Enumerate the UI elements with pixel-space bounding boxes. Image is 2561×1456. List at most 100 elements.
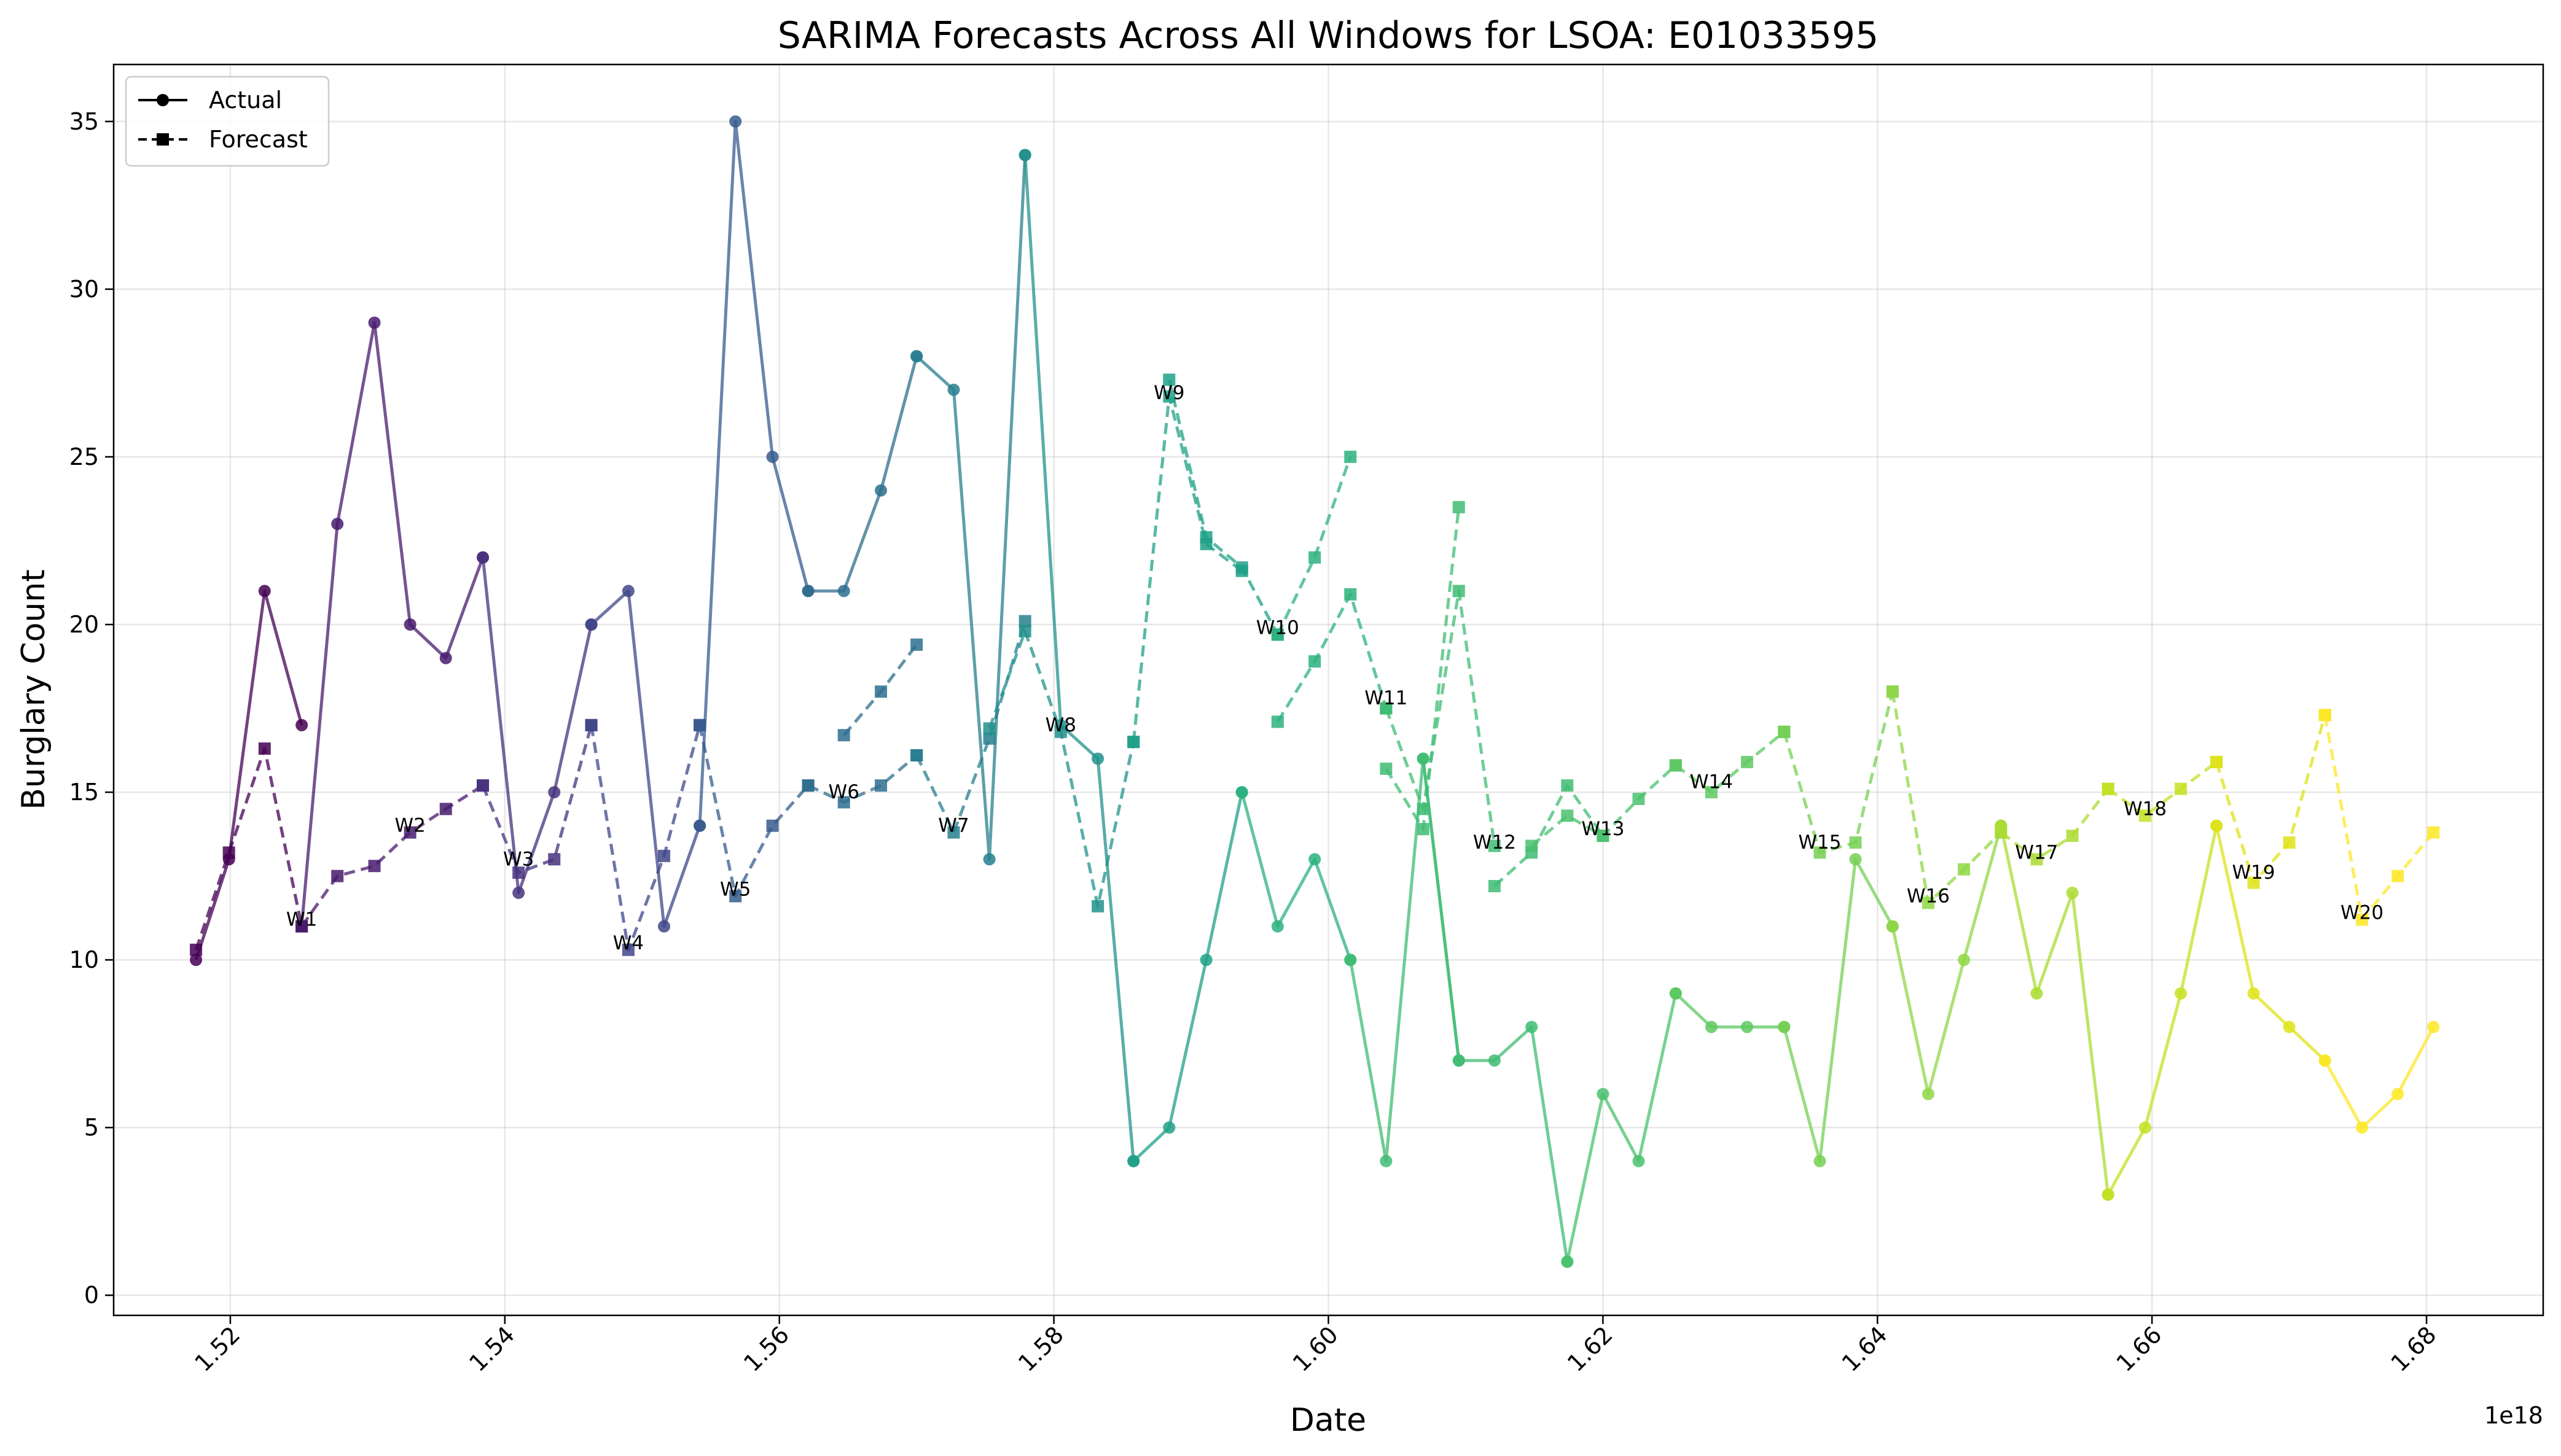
series-w9-window-label: W9	[1154, 382, 1184, 404]
series-w8-forecast-point	[983, 722, 996, 735]
series-w9-forecast-line	[1132, 395, 1243, 742]
series-w14-forecast-point	[1741, 755, 1754, 768]
series-w7-window-label: W7	[938, 815, 969, 837]
series-w19-forecast-point	[2210, 755, 2223, 768]
series-w9-actual-point	[1163, 1121, 1176, 1134]
series-w16-actual-point	[1922, 1088, 1934, 1100]
series-w6-forecast-alt-point	[837, 796, 850, 809]
series-w3-actual-point	[477, 551, 490, 564]
series-w8-forecast-point	[1019, 625, 1031, 637]
series-w5-actual-point	[694, 819, 706, 832]
series-w6-actual-line	[808, 356, 918, 593]
series-w15-forecast-line	[1782, 691, 1894, 854]
series-w4-actual-point	[658, 920, 671, 933]
series-w6-forecast-alt-point	[875, 779, 888, 792]
series-w10-forecast-point	[1344, 450, 1357, 463]
series-w11-forecast-alt-line	[1385, 589, 1496, 846]
series-w13-window-label: W13	[1581, 818, 1624, 840]
series-w1-actual-line	[194, 589, 303, 960]
series-w8-actual-point	[1092, 752, 1105, 765]
series-w7-actual-line	[915, 155, 1027, 861]
series-w13-forecast-point	[1597, 830, 1609, 843]
series-w4-forecast-line	[590, 725, 702, 952]
series-w2-forecast-line	[300, 784, 484, 927]
series-w3-actual-point	[512, 886, 525, 899]
series-w3-actual-point	[548, 786, 561, 799]
series-w18-forecast-line	[2107, 760, 2218, 817]
series-w7-actual-point	[910, 350, 923, 363]
series-w2-forecast-point	[331, 870, 344, 882]
series-w2-actual-point	[368, 316, 381, 329]
series-w16-forecast-point	[1958, 863, 1971, 876]
series-w10-forecast-alt-point	[1308, 655, 1321, 668]
series-w5-actual-point	[729, 115, 742, 128]
series-w15-actual-point	[1813, 1154, 1826, 1167]
series	[190, 115, 2440, 1268]
series-w8-forecast-point	[1054, 725, 1067, 738]
series-w4-forecast-point	[585, 718, 598, 731]
series-w5-forecast-point	[694, 718, 706, 731]
series-w6-actual-point	[837, 585, 850, 598]
y-tick-label: 5	[84, 1114, 99, 1141]
series-w11-forecast-alt-point	[1488, 839, 1501, 852]
series-w9-forecast-point	[1127, 736, 1140, 749]
series-w20-actual-point	[2318, 1054, 2331, 1067]
series-w6-forecast-alt-point	[802, 779, 815, 792]
series-w6-actual-point	[802, 585, 815, 598]
series-w20-forecast-point	[2318, 709, 2331, 722]
series-w6-forecast-point	[910, 638, 923, 651]
series-w18-actual-line	[2106, 825, 2218, 1196]
series-w20-forecast-point	[2356, 913, 2369, 926]
series-w17-forecast-point	[1995, 826, 2008, 839]
y-axis-label: Burglary Count	[15, 569, 52, 810]
series-w2-actual-point	[331, 518, 344, 531]
legend-forecast-label: Forecast	[209, 126, 308, 153]
series-w14-forecast-line	[1675, 730, 1785, 794]
series-w2-actual-point	[439, 652, 452, 664]
series-w12-forecast-point	[1488, 879, 1501, 892]
series-w9-forecast-alt-point	[1235, 561, 1248, 574]
series-w19-actual-line	[2215, 825, 2326, 1062]
series-w4-window-label: W4	[613, 932, 644, 954]
series-w6-forecast-alt-line	[807, 754, 918, 804]
y-tick-label: 20	[69, 611, 99, 638]
series-w6-forecast-point	[837, 729, 850, 742]
series-w9-forecast-point	[1163, 390, 1176, 403]
series-w11-forecast-point	[1417, 823, 1429, 836]
series-w12-actual-point	[1488, 1054, 1501, 1067]
series-w13-forecast-point	[1525, 839, 1538, 852]
series-w17-window-label: W17	[2015, 841, 2058, 863]
series-w4-forecast-point	[658, 849, 671, 862]
series-w15-actual-line	[1782, 857, 1894, 1163]
series-w13-actual-point	[1632, 1154, 1645, 1167]
series-w12-actual-point	[1452, 1054, 1465, 1067]
series-w11-forecast-point	[1452, 500, 1465, 513]
series-w2-actual-line	[300, 321, 485, 927]
series-w19-actual-point	[2210, 819, 2223, 832]
series-w13-actual-point	[1561, 1255, 1574, 1268]
series-w8-actual-point	[1019, 149, 1031, 162]
series-w15-forecast-point	[1849, 836, 1862, 849]
series-w16-forecast-line	[1891, 691, 2003, 905]
series-w9-forecast-alt-point	[1200, 531, 1213, 544]
series-w17-actual-point	[2066, 886, 2079, 899]
series-w7-actual-point	[983, 853, 996, 866]
series-w17-forecast-line	[2000, 788, 2109, 861]
series-w15-actual-point	[1778, 1021, 1791, 1034]
series-w10-actual-line	[1240, 792, 1352, 960]
series-w18-actual-point	[2139, 1121, 2152, 1134]
series-w8-actual-line	[1023, 155, 1135, 1162]
series-w3-forecast-point	[477, 779, 490, 792]
chart-title: SARIMA Forecasts Across All Windows for …	[778, 14, 1879, 57]
series-w1-actual-point	[295, 718, 308, 731]
series-w1-forecast-point	[222, 846, 235, 859]
series-w1-actual-point	[258, 585, 271, 598]
series-w15-actual-point	[1849, 853, 1862, 866]
series-w20-window-label: W20	[2340, 902, 2383, 924]
series-w10-forecast-alt-line	[1276, 593, 1388, 723]
series-w17-forecast-point	[2066, 830, 2079, 843]
series-w15-forecast-point	[1813, 846, 1826, 859]
series-w20-actual-point	[2356, 1121, 2369, 1134]
